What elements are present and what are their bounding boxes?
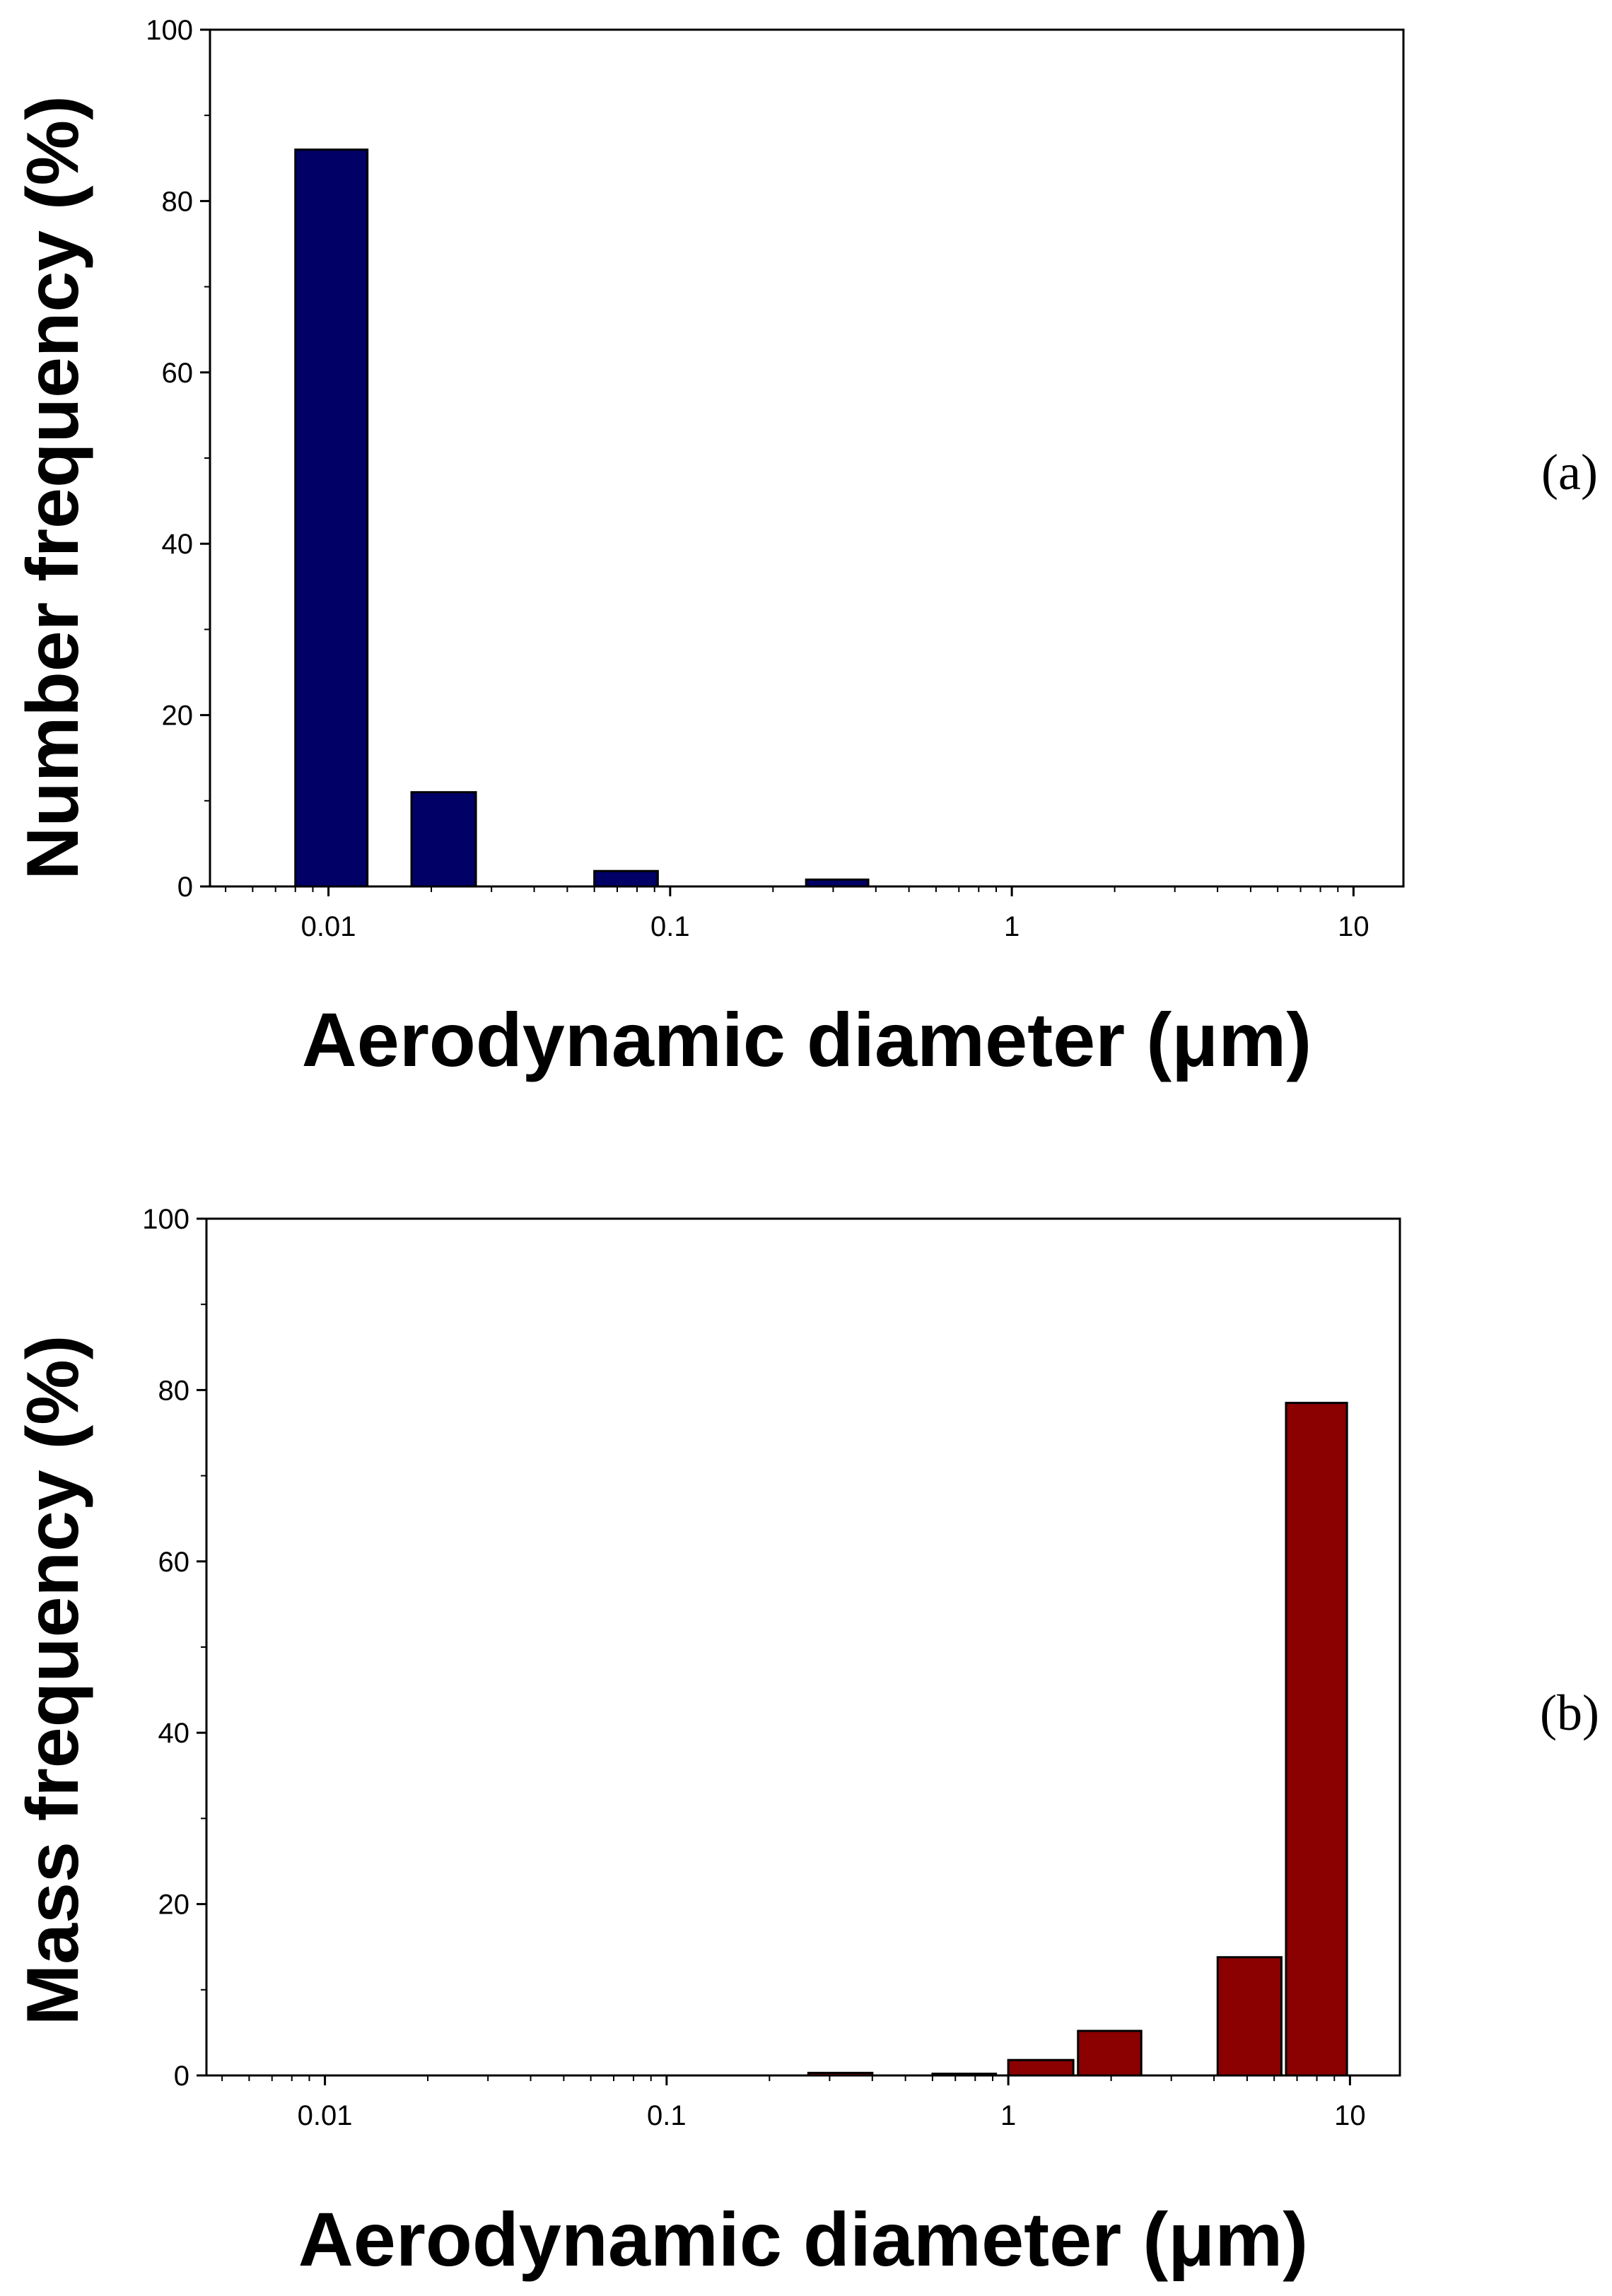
bar-a-1 — [294, 148, 369, 888]
x-tick-label-b-10: 10 — [1334, 2100, 1366, 2131]
panel-label-a: (a) — [1541, 444, 1598, 500]
y-tick-label-b-20: 20 — [158, 1890, 190, 1921]
y-tick-label-a-60: 60 — [162, 358, 194, 389]
plot-frame-a — [209, 28, 1405, 888]
panel-label-b: (b) — [1540, 1685, 1599, 1741]
bar-b-3 — [1007, 2058, 1075, 2077]
axes-b: 0 20 40 60 80 100 0.01 0.1 1 10 — [142, 1204, 1365, 2131]
y-tick-label-b-80: 80 — [158, 1375, 190, 1406]
x-tick-label-a-0.01: 0.01 — [301, 911, 356, 942]
y-tick-label-b-100: 100 — [142, 1204, 189, 1235]
x-axis-title-b: Aerodynamic diameter (μm) — [298, 2196, 1308, 2282]
y-tick-label-a-0: 0 — [177, 872, 193, 903]
y-tick-label-b-40: 40 — [158, 1718, 190, 1749]
chart-b: 0 20 40 60 80 100 0.01 0.1 1 10 Aerodynamic diame… — [12, 1204, 1599, 2282]
bar-b-5 — [1216, 1956, 1283, 2077]
axes-a: 0 20 40 60 80 100 0.01 0.1 1 10 — [146, 15, 1369, 942]
bar-a-3 — [593, 869, 659, 888]
y-tick-label-b-0: 0 — [174, 2061, 189, 2092]
chart-a: 0 20 40 60 80 100 0.01 0.1 1 10 Aerodynamic diame… — [12, 15, 1598, 1082]
bars-b — [807, 1402, 1348, 2077]
x-tick-label-b-0.01: 0.01 — [298, 2100, 353, 2131]
x-tick-label-b-0.1: 0.1 — [647, 2100, 687, 2131]
y-tick-label-a-40: 40 — [162, 529, 194, 560]
x-tick-label-a-0.1: 0.1 — [650, 911, 690, 942]
y-tick-label-a-20: 20 — [162, 701, 194, 732]
y-axis-title-a: Number frequency (%) — [12, 95, 94, 880]
bar-b-4 — [1077, 2030, 1143, 2077]
y-tick-label-b-60: 60 — [158, 1547, 190, 1578]
bar-a-2 — [410, 791, 477, 888]
bar-b-6 — [1285, 1402, 1348, 2077]
x-axis-title-a: Aerodynamic diameter (μm) — [302, 997, 1312, 1082]
x-tick-label-a-10: 10 — [1338, 911, 1369, 942]
plot-frame-b — [205, 1217, 1401, 2077]
bars-a — [294, 148, 870, 888]
y-tick-label-a-80: 80 — [162, 186, 194, 217]
y-tick-label-a-100: 100 — [146, 15, 193, 46]
x-tick-label-b-1: 1 — [1000, 2100, 1016, 2131]
y-axis-title-b: Mass frequency (%) — [12, 1335, 94, 2026]
x-tick-label-a-1: 1 — [1004, 911, 1020, 942]
